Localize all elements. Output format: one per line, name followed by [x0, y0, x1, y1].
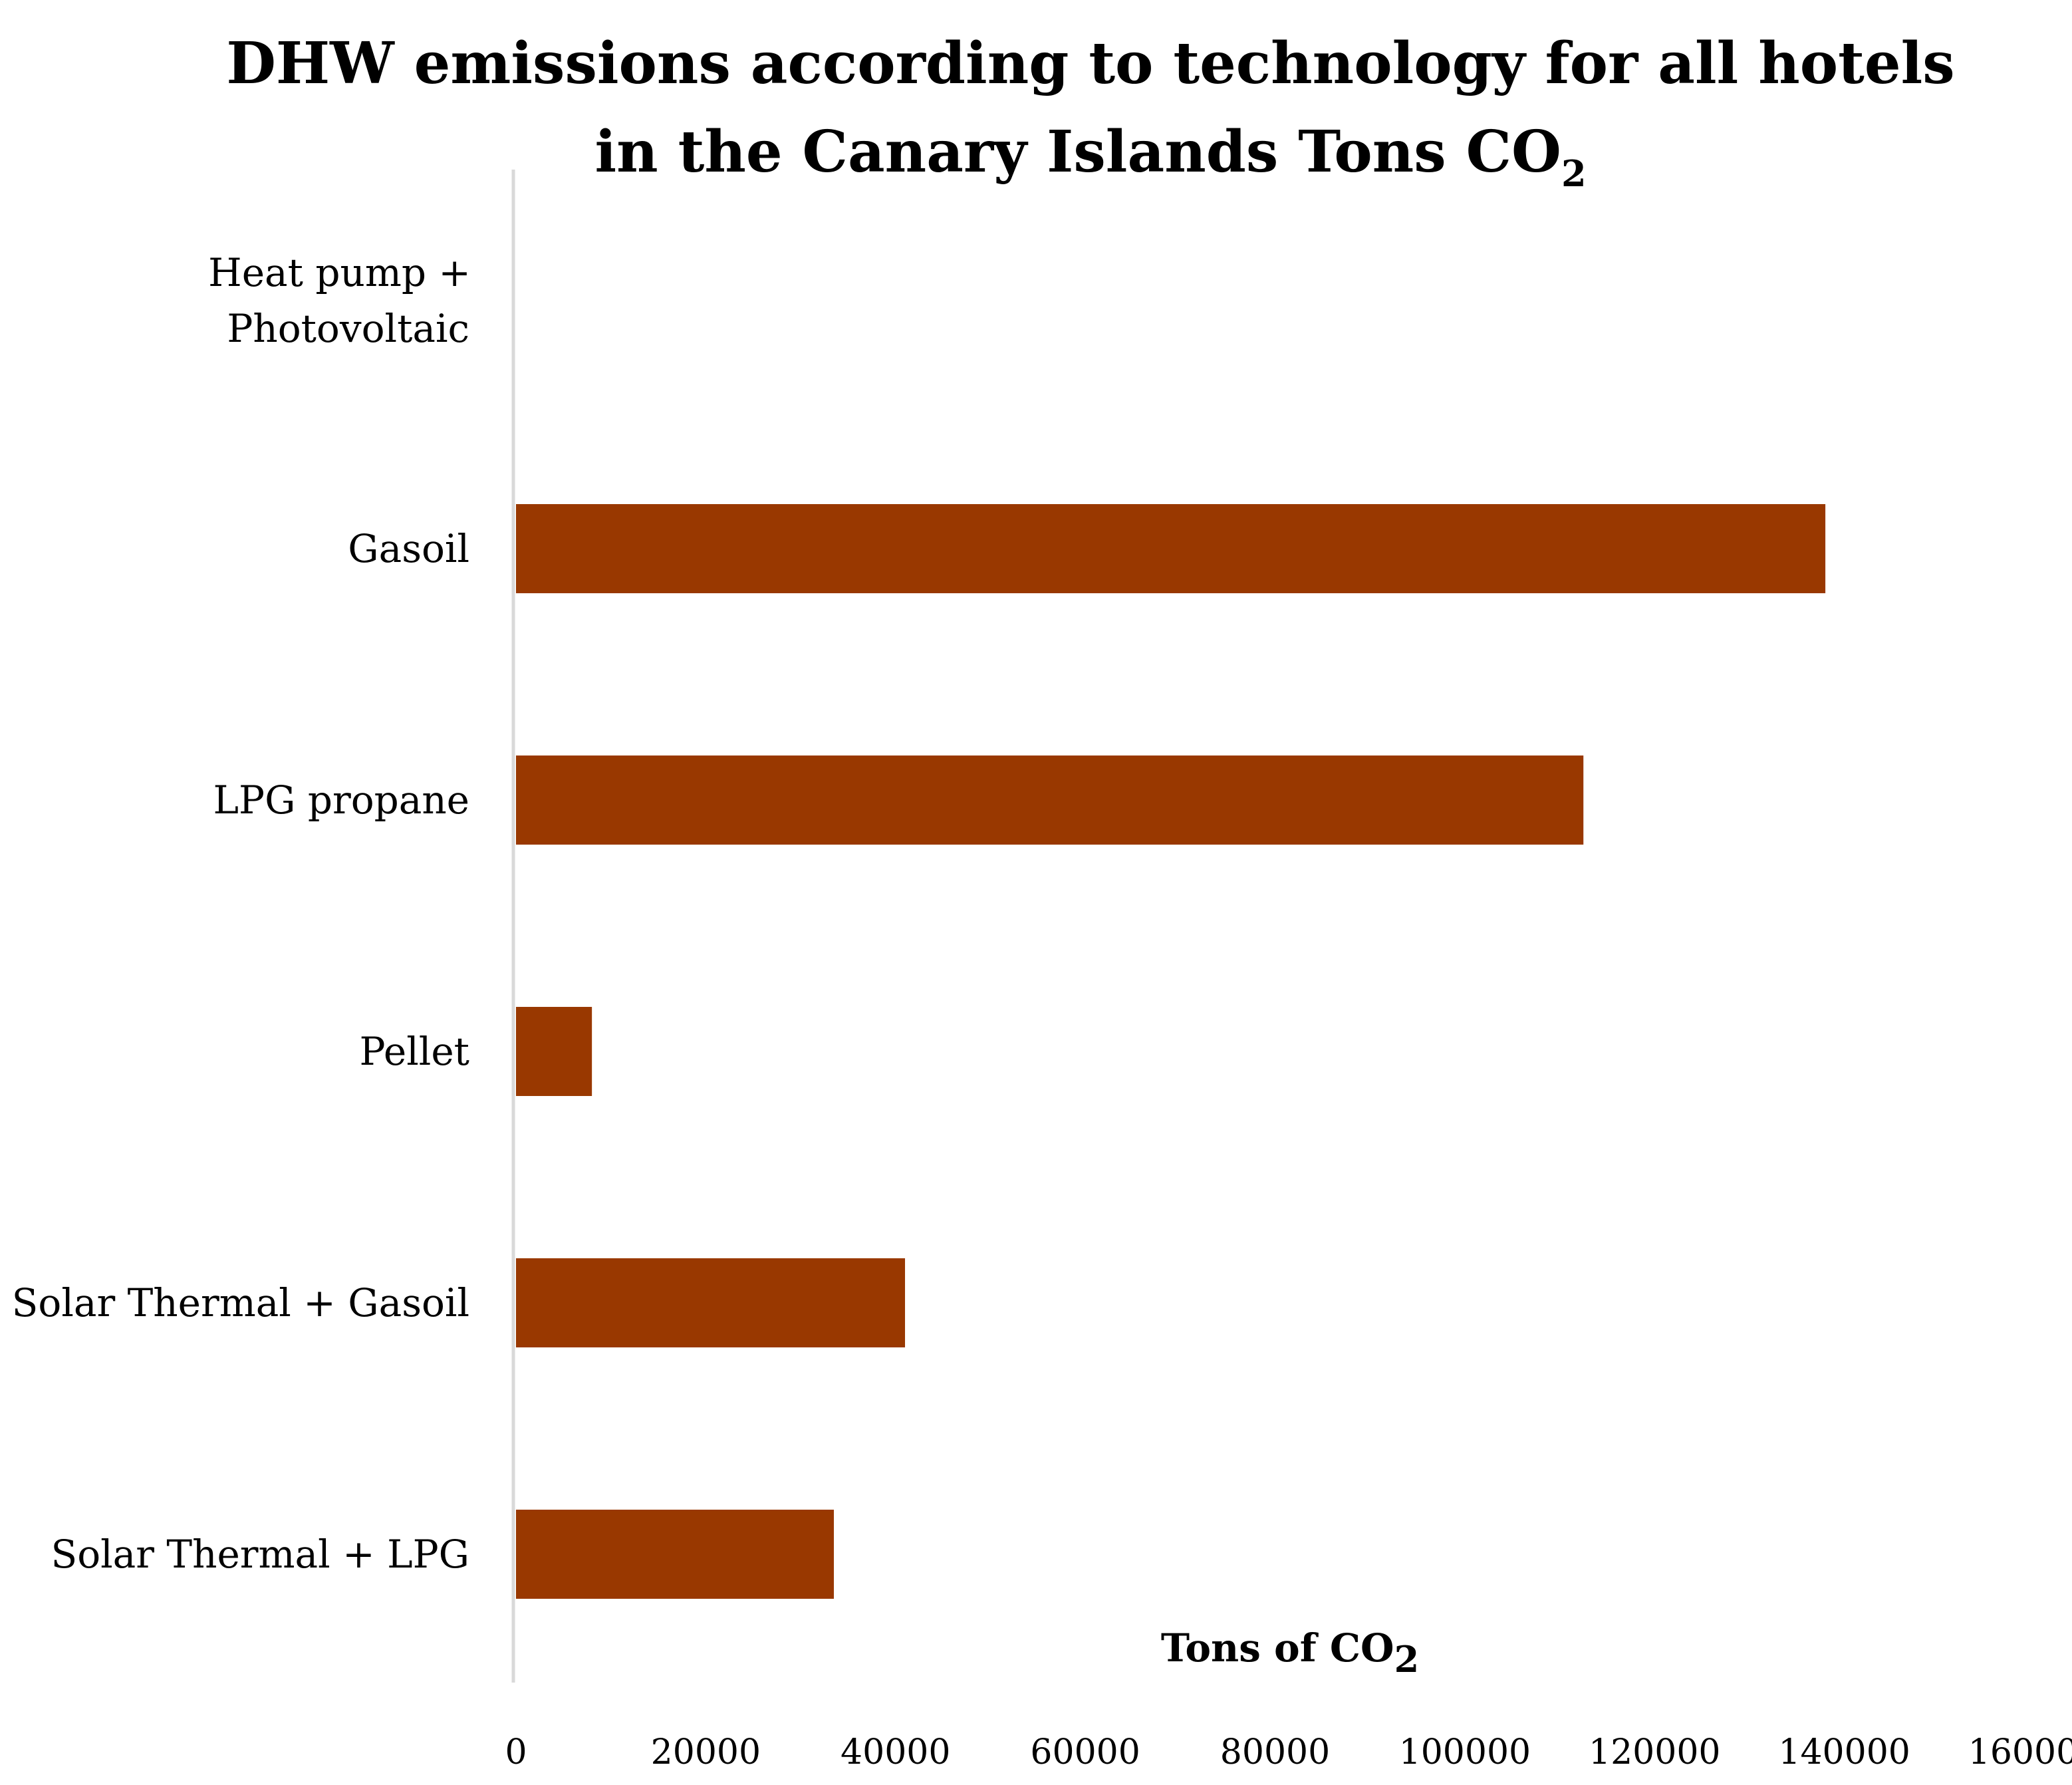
category-label-4-line-0: Solar Thermal + Gasoil: [12, 1280, 469, 1325]
category-label-0: Heat pump + Photovoltaic: [208, 250, 471, 351]
chart-title-line-2-subscript: 2: [1561, 152, 1587, 195]
chart-title-line-2-main: in the Canary Islands Tons CO: [594, 118, 1561, 186]
bar-5: [516, 1510, 835, 1599]
category-label-1: Gasoil: [348, 526, 469, 571]
chart-title-line-1: DHW emissions according to technology fo…: [226, 30, 1954, 97]
x-tick-label-2: 40000: [841, 1732, 950, 1772]
x-tick-label-0: 0: [505, 1732, 527, 1772]
bar-2: [516, 755, 1584, 845]
category-label-2: LPG propane: [213, 777, 469, 823]
category-label-3-line-0: Pellet: [360, 1029, 469, 1074]
bar-1: [516, 504, 1826, 593]
category-label-5-line-0: Solar Thermal + LPG: [51, 1532, 469, 1577]
chart-title: DHW emissions according to technology fo…: [226, 30, 1954, 97]
category-label-3: Pellet: [360, 1029, 469, 1074]
x-tick-label-7: 140000: [1778, 1732, 1910, 1772]
x-axis-title-main: Tons of CO: [1161, 1625, 1394, 1671]
category-label-0-line-0: Heat pump +: [208, 250, 471, 295]
bar-3: [516, 1007, 592, 1096]
plot-area: Heat pump + Photovoltaic Gasoil LPG propane…: [12, 170, 2072, 1772]
category-label-0-line-1: Photovoltaic: [227, 306, 469, 351]
x-tick-label-6: 120000: [1589, 1732, 1721, 1772]
category-label-4: Solar Thermal + Gasoil: [12, 1280, 469, 1325]
x-tick-label-1: 20000: [651, 1732, 761, 1772]
x-tick-label-5: 100000: [1399, 1732, 1531, 1772]
x-axis-title: Tons of CO2: [1161, 1625, 1419, 1681]
x-axis-title-subscript: 2: [1394, 1638, 1420, 1681]
chart-title-line-2: in the Canary Islands Tons CO2: [594, 118, 1586, 195]
bar-4: [516, 1258, 906, 1347]
category-label-1-line-0: Gasoil: [348, 526, 469, 571]
x-tick-label-4: 80000: [1220, 1732, 1330, 1772]
category-label-5: Solar Thermal + LPG: [51, 1532, 469, 1577]
x-tick-label-8: 160000: [1968, 1732, 2072, 1772]
category-label-2-line-0: LPG propane: [213, 777, 469, 823]
x-tick-label-3: 60000: [1030, 1732, 1140, 1772]
